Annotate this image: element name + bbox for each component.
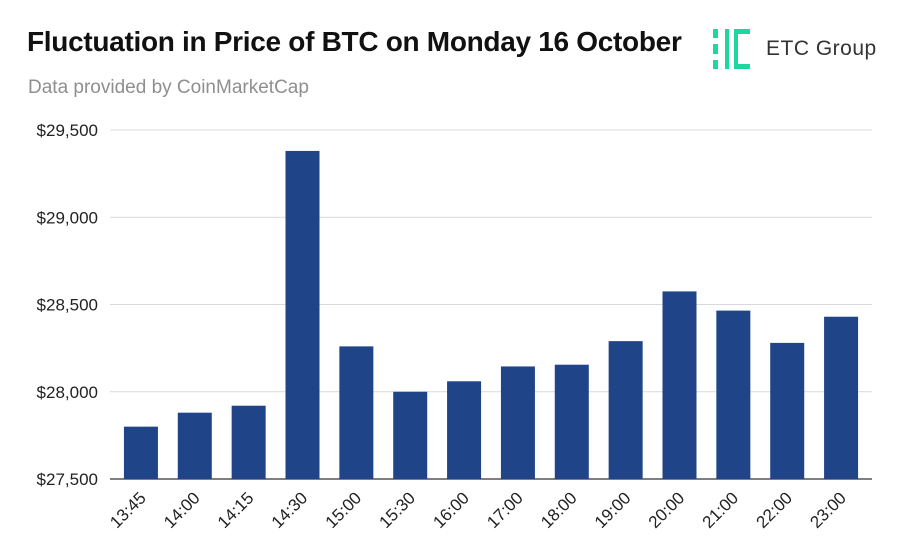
x-tick-label: 19:00	[591, 488, 635, 532]
y-tick-label: $27,500	[37, 470, 98, 489]
bar-1700	[500, 366, 535, 479]
x-tick-label: 17:00	[483, 488, 527, 532]
bar-1900	[608, 341, 643, 479]
x-tick-label: 15:30	[376, 488, 420, 532]
x-tick-label: 15:00	[322, 488, 366, 532]
chart-subtitle: Data provided by CoinMarketCap	[28, 77, 309, 98]
bar-1800	[554, 364, 589, 479]
y-axis-labels: $27,500 $28,000 $28,500 $29,000 $29,500	[37, 121, 98, 489]
bar-1530	[393, 391, 428, 479]
y-tick-label: $28,500	[37, 296, 98, 315]
y-tick-label: $29,000	[37, 208, 98, 227]
x-tick-label: 14:15	[214, 488, 258, 532]
gridlines	[110, 129, 872, 480]
bars	[123, 150, 859, 479]
x-tick-label: 21:00	[699, 488, 743, 532]
bar-2200	[770, 342, 805, 479]
brand-name: ETC Group	[766, 37, 877, 60]
bar-1430	[285, 150, 320, 479]
y-tick-label: $28,000	[37, 383, 98, 402]
chart-title: Fluctuation in Price of BTC on Monday 16…	[27, 26, 682, 57]
bar-2300	[824, 316, 859, 479]
y-tick-label: $29,500	[37, 121, 98, 140]
bar-2100	[716, 310, 751, 479]
bar-1500	[339, 346, 374, 479]
x-tick-label: 16:00	[429, 488, 473, 532]
x-tick-label: 14:00	[160, 488, 204, 532]
x-tick-label: 22:00	[753, 488, 797, 532]
x-tick-label: 18:00	[537, 488, 581, 532]
bar-1400	[177, 412, 212, 479]
x-tick-label: 23:00	[806, 488, 850, 532]
etc-group-logo-icon	[713, 29, 750, 69]
x-tick-label: 13:45	[106, 488, 150, 532]
bar-1600	[447, 381, 482, 479]
bar-1345	[123, 426, 158, 479]
bar-1415	[231, 405, 266, 479]
x-axis-labels: 13:45 14:00 14:15 14:30 15:00 15:30 16:00 17:00…	[106, 488, 850, 532]
x-tick-label: 14:30	[268, 488, 312, 532]
bar-2000	[662, 291, 697, 479]
x-tick-label: 20:00	[645, 488, 689, 532]
